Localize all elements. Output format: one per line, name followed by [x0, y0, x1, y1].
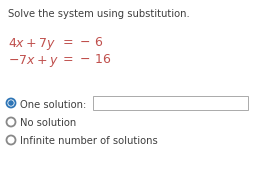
- Text: $-7x + y$: $-7x + y$: [8, 53, 59, 69]
- Text: Infinite number of solutions: Infinite number of solutions: [20, 136, 158, 147]
- Text: $=\,-\,16$: $=\,-\,16$: [60, 53, 112, 66]
- Text: $4x + 7y$: $4x + 7y$: [8, 36, 56, 52]
- FancyBboxPatch shape: [93, 96, 248, 109]
- Circle shape: [6, 117, 15, 126]
- Circle shape: [6, 98, 15, 108]
- Circle shape: [8, 100, 14, 106]
- Circle shape: [6, 136, 15, 144]
- Text: Solve the system using substitution.: Solve the system using substitution.: [8, 9, 190, 19]
- Text: No solution: No solution: [20, 118, 76, 129]
- Text: One solution:: One solution:: [20, 100, 86, 109]
- Text: $=\,-\,6$: $=\,-\,6$: [60, 36, 104, 49]
